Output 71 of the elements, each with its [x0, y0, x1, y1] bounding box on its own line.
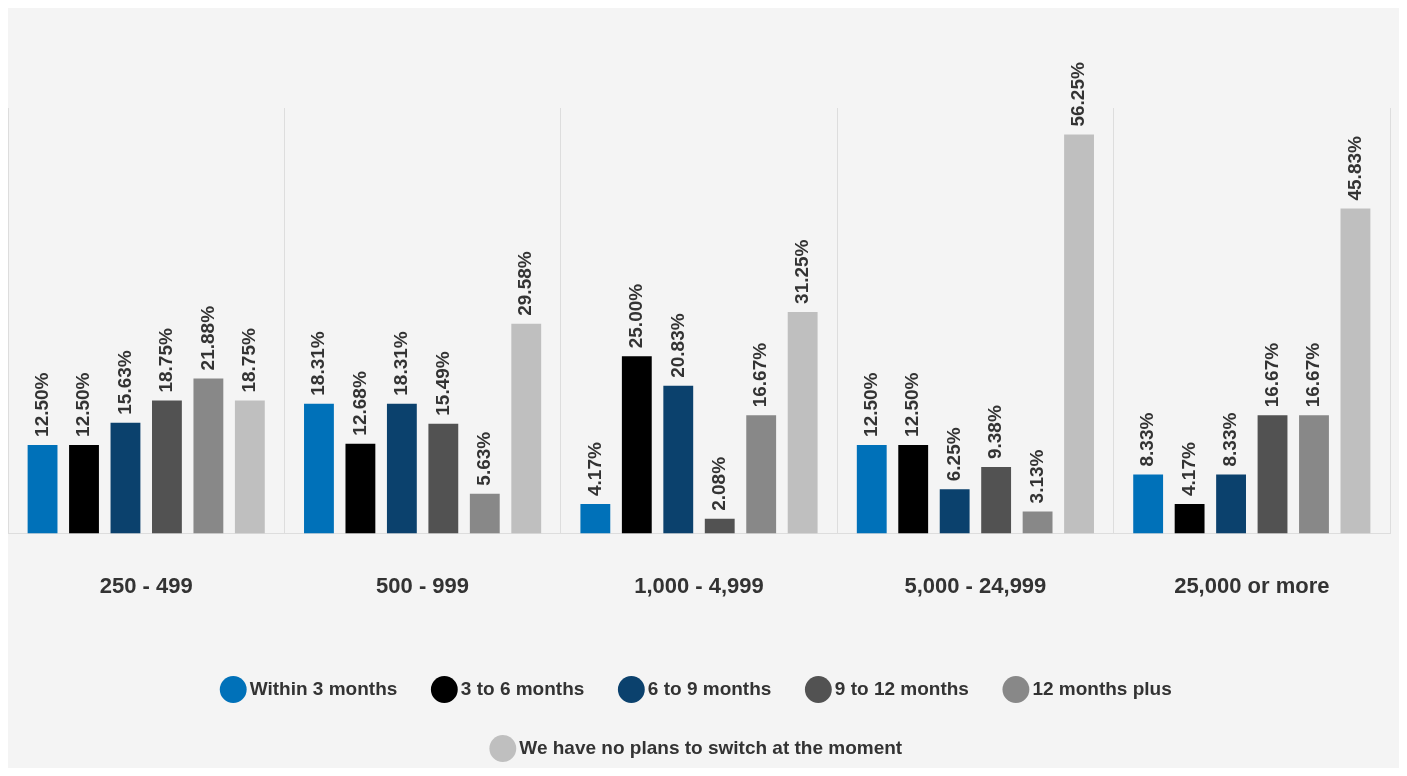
data-label: 16.67% — [1302, 342, 1324, 408]
bar — [621, 356, 652, 534]
bar — [1299, 415, 1329, 534]
data-label: 8.33% — [1219, 412, 1241, 467]
data-label: 18.75% — [155, 328, 177, 393]
bar — [345, 443, 376, 534]
data-label: 25.00% — [625, 283, 647, 349]
data-label: 12.50% — [30, 372, 52, 437]
bar — [1257, 415, 1288, 534]
bar — [469, 493, 500, 534]
data-label: 20.83% — [666, 313, 688, 378]
legend-label: Within 3 months — [249, 677, 398, 699]
bar — [27, 444, 58, 534]
bar — [580, 504, 611, 534]
data-label: 4.17% — [1177, 442, 1199, 497]
data-label: 12.50% — [859, 372, 881, 437]
legend-label: We have no plans to switch at the moment — [519, 736, 903, 758]
data-label: 31.25% — [790, 239, 812, 304]
data-label: 6.25% — [942, 427, 964, 482]
bar — [1216, 474, 1246, 534]
data-label: 8.33% — [1136, 412, 1158, 467]
x-tick-label: 25,000 or more — [1174, 572, 1330, 598]
x-tick-label: 250 - 499 — [99, 572, 193, 598]
bar — [704, 518, 735, 534]
data-label: 12.68% — [348, 371, 370, 436]
bar — [234, 400, 265, 534]
data-label: 18.31% — [390, 331, 412, 396]
data-label: 5.63% — [473, 431, 495, 486]
bar — [152, 400, 182, 534]
data-label: 12.50% — [72, 372, 94, 437]
data-label: 21.88% — [196, 305, 218, 371]
data-label: 2.08% — [707, 456, 729, 511]
bar — [304, 403, 334, 534]
data-label: 56.25% — [1067, 62, 1089, 127]
data-label: 15.63% — [113, 350, 135, 415]
bar — [386, 403, 417, 534]
data-label: 18.31% — [307, 331, 329, 396]
data-label: 18.75% — [238, 328, 260, 393]
bar — [856, 444, 887, 534]
bar — [898, 444, 929, 534]
bar — [428, 423, 459, 534]
data-label: 3.13% — [1025, 449, 1047, 504]
legend-label: 12 months plus — [1032, 677, 1172, 699]
bar — [193, 378, 224, 534]
bar — [981, 467, 1012, 534]
bar — [69, 444, 99, 534]
data-label: 15.49% — [431, 351, 453, 416]
bar — [663, 385, 694, 534]
data-label: 12.50% — [901, 372, 923, 437]
bar — [939, 489, 970, 534]
data-label: 16.67% — [1260, 342, 1282, 408]
data-label: 29.58% — [514, 251, 536, 316]
data-label: 45.83% — [1343, 135, 1365, 201]
x-tick-label: 5,000 - 24,999 — [904, 572, 1047, 598]
data-label: 16.67% — [749, 342, 771, 408]
bar — [1064, 134, 1094, 534]
x-tick-label: 1,000 - 4,999 — [634, 572, 764, 598]
data-label: 9.38% — [984, 405, 1006, 460]
x-tick-label: 500 - 999 — [376, 572, 470, 598]
bar — [511, 323, 542, 534]
bar — [1022, 511, 1053, 534]
bar — [746, 415, 777, 534]
legend-label: 6 to 9 months — [647, 677, 772, 699]
bar — [1133, 474, 1164, 534]
data-label: 4.17% — [583, 442, 605, 497]
bar — [1174, 504, 1205, 534]
legend-label: 3 to 6 months — [460, 677, 585, 699]
bar — [110, 422, 141, 534]
legend-label: 9 to 12 months — [834, 677, 969, 699]
bar — [1340, 208, 1371, 534]
bar — [787, 311, 818, 534]
